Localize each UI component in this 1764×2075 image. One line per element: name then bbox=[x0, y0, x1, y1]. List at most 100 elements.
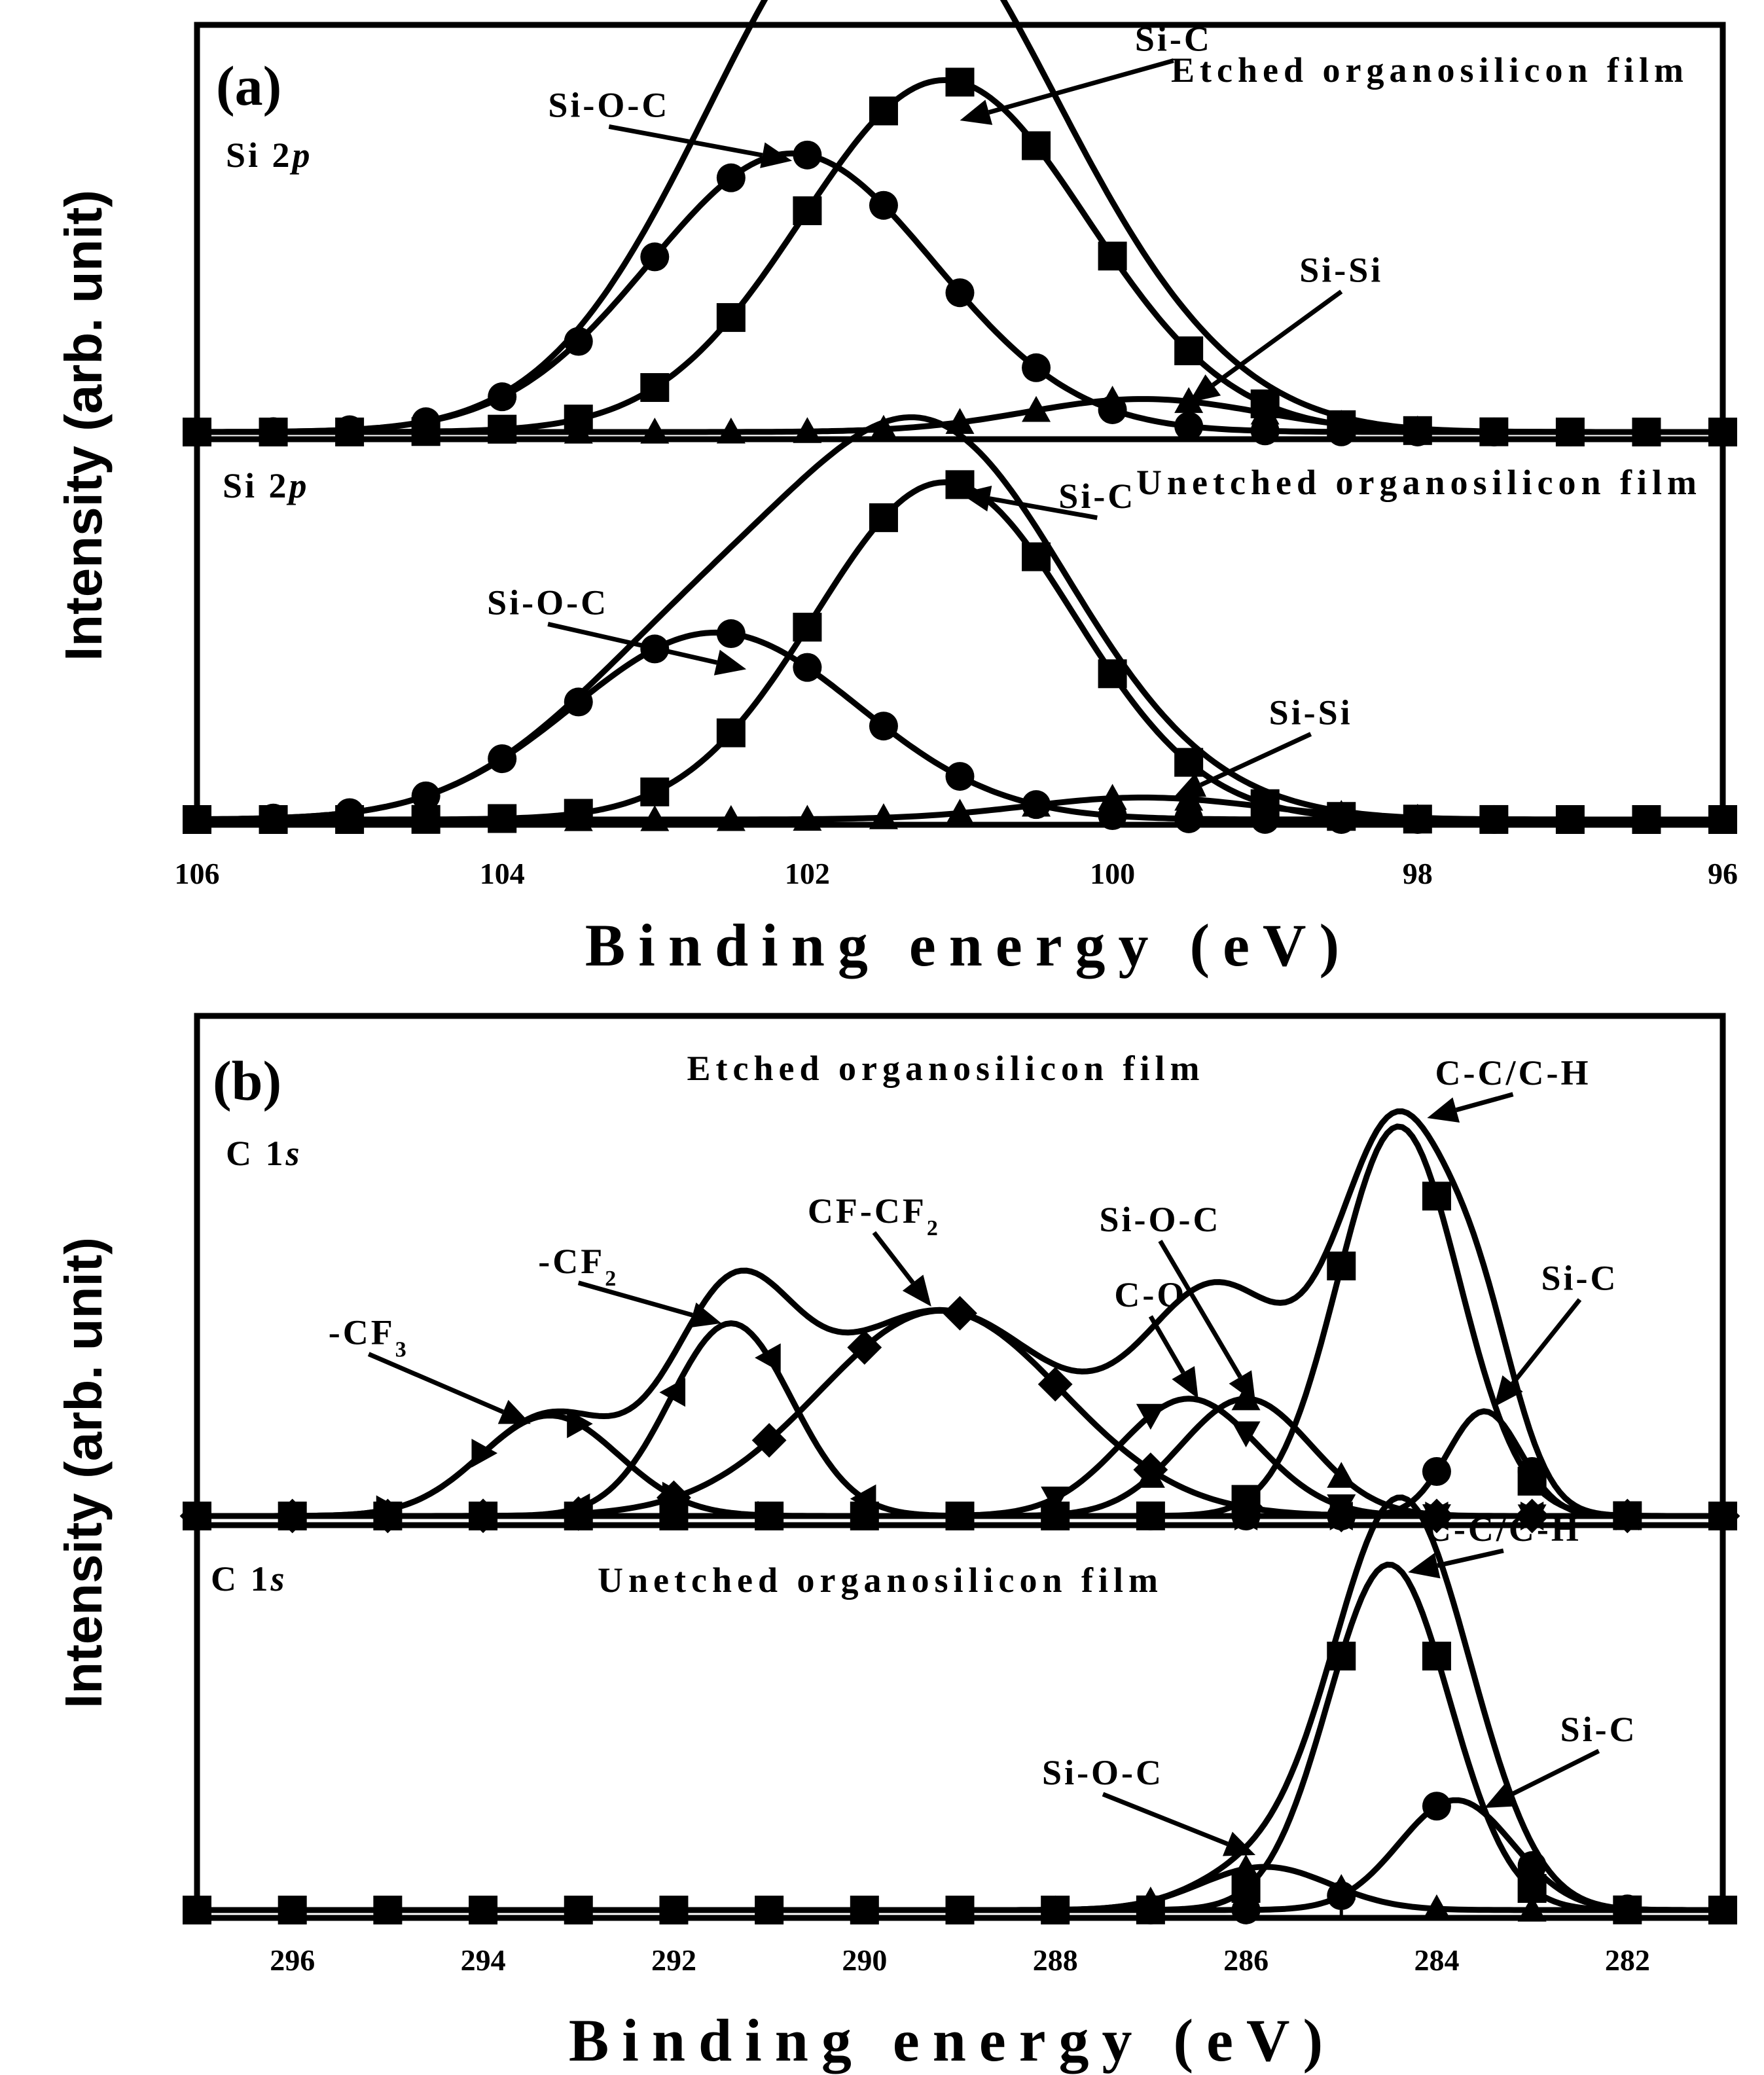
annotation-arrow-line bbox=[988, 58, 1174, 115]
data-point bbox=[278, 1502, 307, 1530]
annotation-label: C-O bbox=[1114, 1275, 1187, 1314]
annotation-arrowhead bbox=[760, 142, 793, 168]
annotation-arrowhead bbox=[713, 649, 747, 676]
annotation-arrow-line bbox=[1511, 1298, 1582, 1385]
data-point bbox=[1136, 1462, 1165, 1488]
core-level-a-unetched-text: Si 2p bbox=[223, 466, 310, 505]
data-point bbox=[1098, 386, 1127, 412]
data-point bbox=[640, 242, 670, 272]
film-label-a-etched: Etched organosilicon film bbox=[1171, 50, 1689, 90]
x-tick-label: 104 bbox=[480, 857, 525, 890]
data-point bbox=[793, 140, 822, 170]
data-point bbox=[1041, 1502, 1070, 1530]
x-tick-label: 282 bbox=[1605, 1943, 1650, 1977]
component-line-si-c-markers bbox=[183, 1457, 1737, 1530]
annotation: Si-O-C bbox=[1099, 1200, 1256, 1403]
data-point bbox=[183, 1502, 211, 1530]
data-point bbox=[1403, 803, 1432, 830]
annotation-arrow-line bbox=[1437, 1548, 1504, 1568]
data-point bbox=[564, 687, 593, 717]
annotation-arrow-line bbox=[1158, 1240, 1242, 1379]
data-point bbox=[945, 1896, 975, 1924]
annotation: Si-O-C bbox=[1042, 1753, 1256, 1856]
annotation: Si-Si bbox=[1173, 693, 1350, 798]
data-point bbox=[1327, 1501, 1356, 1530]
annotation: Si-C bbox=[1494, 1258, 1618, 1407]
data-point bbox=[1022, 395, 1051, 422]
annotation-label: Si-C bbox=[1560, 1710, 1638, 1749]
data-point bbox=[1708, 1895, 1737, 1924]
data-point bbox=[716, 804, 746, 831]
data-point bbox=[1231, 1502, 1261, 1530]
data-point bbox=[259, 805, 288, 831]
annotation-label: C-C/C-H bbox=[1426, 1509, 1581, 1549]
annotation: Si-C bbox=[1484, 1710, 1638, 1808]
core-level-a-etched: Si 2p bbox=[226, 135, 313, 175]
data-point bbox=[469, 1502, 498, 1530]
data-point bbox=[943, 1295, 977, 1331]
annotation-arrowhead bbox=[689, 1302, 722, 1328]
annotation-label: -CF3 bbox=[329, 1313, 409, 1362]
annotation-arrow-line bbox=[1200, 732, 1312, 787]
data-point bbox=[1136, 1896, 1165, 1924]
data-point bbox=[1231, 1384, 1261, 1411]
data-point bbox=[1098, 242, 1127, 271]
subplot-a-etched: Si-O-C Si-C Si-Si bbox=[183, 0, 1737, 446]
annotation-arrowhead bbox=[960, 485, 992, 512]
data-point bbox=[1422, 1500, 1451, 1526]
data-point bbox=[1422, 1182, 1451, 1211]
data-point bbox=[411, 418, 441, 444]
data-point bbox=[1327, 410, 1356, 436]
data-point bbox=[1555, 417, 1585, 444]
x-tick-label: 284 bbox=[1414, 1943, 1459, 1977]
x-tick-label: 288 bbox=[1033, 1943, 1078, 1977]
component-line-si-c-markers bbox=[183, 1792, 1737, 1924]
data-point bbox=[1327, 1252, 1356, 1281]
annotation-label: Si-Si bbox=[1299, 250, 1383, 289]
data-point bbox=[1136, 1502, 1165, 1530]
data-point bbox=[640, 417, 670, 444]
data-point bbox=[1422, 1894, 1451, 1921]
data-point bbox=[373, 1502, 403, 1530]
data-point bbox=[1708, 804, 1737, 831]
core-level-b-unetched: C 1s bbox=[211, 1559, 287, 1598]
core-level-b-unetched-text: C 1s bbox=[211, 1559, 287, 1598]
core-level-b-etched: C 1s bbox=[226, 1134, 302, 1173]
data-point bbox=[1613, 1894, 1642, 1924]
data-point bbox=[1479, 804, 1509, 831]
component-line-si-si-markers bbox=[183, 386, 1737, 444]
annotation-arrowhead bbox=[1427, 1097, 1460, 1123]
data-point bbox=[1555, 804, 1585, 831]
core-level-a-etched-text: Si 2p bbox=[226, 135, 313, 175]
data-point bbox=[847, 1330, 882, 1365]
data-point bbox=[1613, 1501, 1642, 1530]
x-tick-label: 100 bbox=[1090, 857, 1135, 890]
data-point bbox=[869, 414, 898, 441]
data-point bbox=[1174, 804, 1204, 833]
annotation-label: Si-O-C bbox=[548, 85, 670, 124]
data-point bbox=[1174, 412, 1204, 441]
annotation: C-O bbox=[1114, 1275, 1198, 1399]
data-point bbox=[488, 805, 517, 831]
data-point bbox=[1327, 1641, 1356, 1670]
x-tick-label: 292 bbox=[651, 1943, 696, 1977]
data-point bbox=[1174, 748, 1204, 777]
data-point bbox=[945, 1502, 975, 1530]
data-point bbox=[716, 718, 746, 748]
data-point bbox=[488, 382, 517, 412]
core-level-b-etched-text: C 1s bbox=[226, 1134, 302, 1173]
x-tick-label: 290 bbox=[842, 1943, 887, 1977]
data-point bbox=[1174, 336, 1204, 365]
annotation-arrow-line bbox=[367, 1352, 505, 1415]
annotation-label: Si-C bbox=[1541, 1258, 1618, 1297]
annotation-arrowhead bbox=[1408, 1553, 1441, 1579]
annotation-arrow-line bbox=[577, 1280, 693, 1318]
x-tick-label: 296 bbox=[270, 1943, 315, 1977]
data-point bbox=[183, 1896, 211, 1924]
annotation: Si-O-C bbox=[548, 85, 793, 168]
data-point bbox=[1632, 417, 1661, 444]
data-point bbox=[1174, 387, 1204, 413]
data-point bbox=[1632, 804, 1661, 831]
data-point bbox=[716, 303, 746, 333]
data-point bbox=[1422, 1457, 1451, 1487]
